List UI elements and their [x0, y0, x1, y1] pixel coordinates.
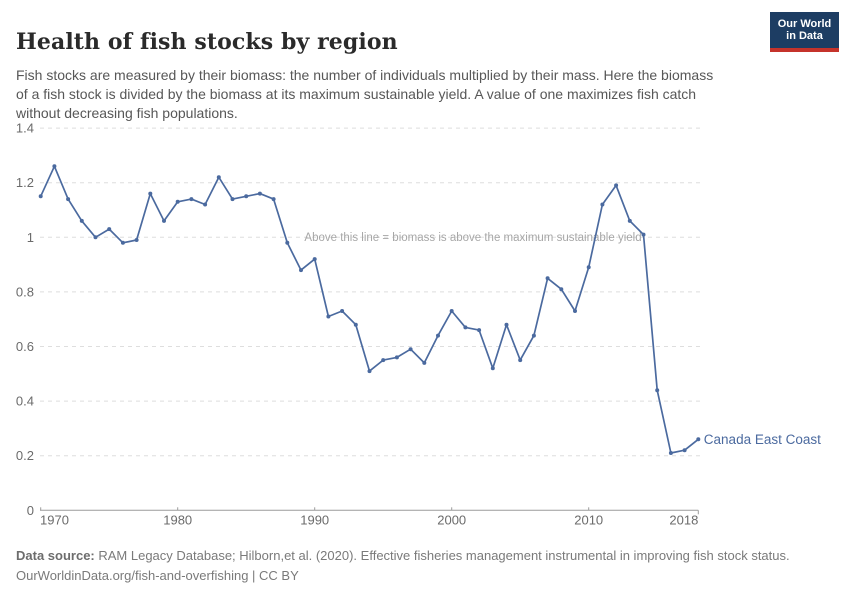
y-axis-label: 0.8: [16, 284, 34, 299]
y-axis-label: 0.4: [16, 394, 34, 409]
data-point-marker[interactable]: [312, 257, 317, 262]
owid-logo-box: Our World in Data: [770, 12, 839, 48]
y-axis-label: 0: [27, 503, 34, 518]
license-line: OurWorldinData.org/fish-and-overfishing …: [16, 568, 299, 583]
data-point-marker[interactable]: [299, 268, 303, 273]
data-point-marker[interactable]: [436, 333, 440, 338]
data-point-marker[interactable]: [422, 360, 427, 365]
data-point-marker[interactable]: [203, 202, 208, 207]
x-axis-label: 1980: [163, 513, 192, 528]
data-point-marker[interactable]: [573, 309, 577, 313]
data-point-marker[interactable]: [216, 175, 221, 180]
data-point-marker[interactable]: [641, 232, 646, 237]
data-point-marker[interactable]: [52, 164, 57, 169]
owid-logo-red-bar: [770, 48, 839, 52]
data-point-marker[interactable]: [230, 197, 235, 202]
series-end-label[interactable]: Canada East Coast: [704, 432, 821, 447]
data-point-marker[interactable]: [175, 199, 180, 204]
data-source-text: RAM Legacy Database; Hilborn,et al. (202…: [94, 548, 790, 563]
owid-logo-line2: in Data: [786, 30, 823, 42]
owid-logo[interactable]: Our World in Data: [770, 12, 839, 52]
data-point-marker[interactable]: [586, 265, 591, 270]
data-point-marker[interactable]: [477, 328, 482, 333]
data-point-marker[interactable]: [285, 240, 290, 245]
data-point-marker[interactable]: [668, 451, 673, 455]
data-point-marker[interactable]: [189, 197, 194, 202]
data-point-marker[interactable]: [353, 322, 358, 327]
data-point-marker[interactable]: [449, 309, 454, 313]
data-point-marker[interactable]: [545, 276, 550, 281]
data-point-marker[interactable]: [463, 325, 468, 330]
data-point-marker[interactable]: [148, 191, 153, 196]
data-point-marker[interactable]: [518, 358, 523, 363]
x-axis-label: 2000: [437, 513, 466, 528]
chart-footer: Data source: RAM Legacy Database; Hilbor…: [16, 546, 826, 586]
y-axis-label: 1: [27, 230, 34, 245]
y-axis-label: 0.2: [16, 448, 34, 463]
data-point-marker[interactable]: [559, 287, 564, 292]
data-source-line: Data source: RAM Legacy Database; Hilbor…: [16, 546, 826, 566]
y-axis-label: 1.4: [16, 121, 34, 136]
data-point-marker[interactable]: [627, 218, 632, 223]
data-point-marker[interactable]: [682, 448, 687, 453]
data-point-marker[interactable]: [38, 194, 43, 199]
data-point-marker[interactable]: [504, 322, 509, 327]
data-point-marker[interactable]: [367, 369, 372, 374]
x-axis-label: 2018: [669, 513, 698, 528]
data-point-marker[interactable]: [66, 197, 71, 202]
data-point-marker[interactable]: [271, 197, 276, 202]
data-point-marker[interactable]: [614, 183, 619, 188]
data-point-marker[interactable]: [120, 240, 125, 245]
owid-logo-line1: Our World: [777, 17, 832, 30]
data-point-marker[interactable]: [394, 355, 399, 360]
data-point-marker[interactable]: [326, 314, 331, 319]
data-point-marker[interactable]: [531, 333, 536, 338]
data-point-marker[interactable]: [381, 358, 386, 363]
y-axis-label: 1.2: [16, 175, 34, 190]
data-point-marker[interactable]: [93, 235, 98, 240]
data-point-marker[interactable]: [244, 194, 249, 199]
data-point-marker[interactable]: [408, 347, 413, 352]
x-axis-label: 1990: [300, 513, 329, 528]
data-point-marker[interactable]: [257, 191, 262, 196]
x-axis-label: 1970: [40, 513, 69, 528]
x-axis-label: 2010: [574, 513, 603, 528]
series-line[interactable]: [39, 165, 700, 454]
data-point-marker[interactable]: [79, 218, 84, 223]
chart-subtitle: Fish stocks are measured by their biomas…: [16, 67, 714, 121]
y-axis-label: 0.6: [16, 339, 34, 354]
data-source-label: Data source:: [16, 548, 95, 563]
data-point-marker[interactable]: [162, 218, 166, 223]
data-point-marker[interactable]: [340, 309, 345, 313]
data-point-marker[interactable]: [696, 437, 701, 442]
page-title: Health of fish stocks by region: [16, 28, 398, 55]
data-point-marker[interactable]: [655, 388, 660, 393]
msy-annotation: Above this line = biomass is above the m…: [304, 232, 641, 244]
data-point-marker[interactable]: [107, 227, 112, 232]
data-point-marker[interactable]: [600, 202, 605, 207]
data-point-marker[interactable]: [490, 366, 495, 371]
data-point-marker[interactable]: [134, 238, 139, 242]
